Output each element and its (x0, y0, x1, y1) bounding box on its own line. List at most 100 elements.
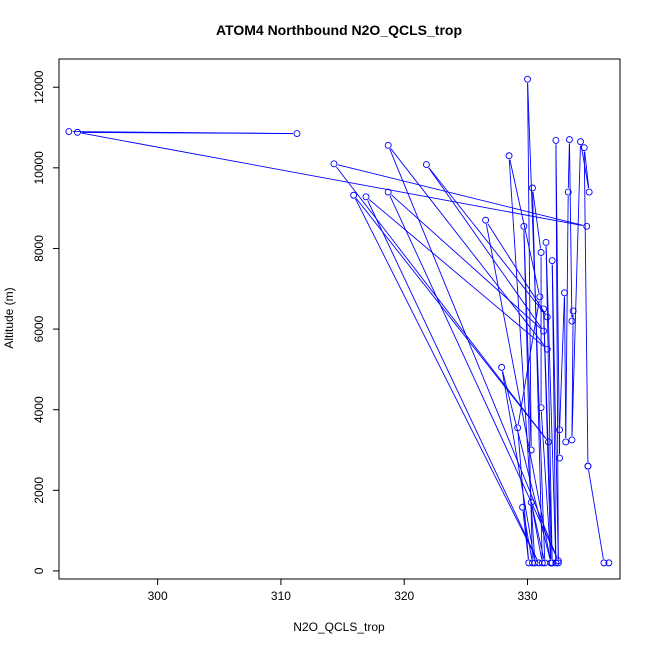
y-axis-label: Altitude (m) (2, 287, 16, 348)
y-tick-label: 8000 (32, 235, 46, 262)
data-point (384, 141, 392, 149)
data-point (568, 317, 576, 325)
data-point (498, 363, 506, 371)
data-point (554, 559, 562, 567)
data-point (384, 188, 392, 196)
data-point (577, 138, 584, 146)
y-axis: 0 2000 4000 6000 8000 10000 12000 (32, 70, 59, 574)
series-line-segment (545, 246, 557, 559)
series-line-segment (564, 296, 567, 438)
series-line-segment (389, 195, 558, 558)
series-line-segment (584, 151, 590, 189)
series-line-segment (368, 199, 545, 348)
y-tick-label: 0 (32, 567, 46, 574)
data-point (527, 446, 535, 454)
series-line-segment (367, 200, 538, 560)
series-line-segment (543, 312, 553, 559)
series-line-segment (583, 151, 589, 463)
data-point (520, 222, 528, 230)
series-line-segment (540, 411, 552, 559)
series-line-segment (522, 511, 529, 559)
series-line-segment (532, 191, 542, 249)
series-line-segment (551, 264, 559, 559)
data-point (600, 559, 608, 567)
data-point (537, 404, 545, 412)
data-point (362, 193, 370, 201)
series-line-segment (588, 470, 604, 560)
data-point (525, 559, 533, 567)
series-line-segment (545, 246, 553, 559)
data-point (538, 559, 546, 567)
data-point (552, 559, 560, 567)
data-point (422, 161, 430, 169)
x-tick-label: 320 (394, 589, 414, 603)
series-line-segment (81, 131, 293, 135)
data-point (565, 136, 573, 144)
y-tick-label: 6000 (32, 315, 46, 342)
series-line-segment (559, 296, 565, 426)
series-line-segment (355, 198, 547, 440)
x-tick-label: 310 (271, 589, 291, 603)
data-point (562, 438, 570, 446)
data-point (65, 128, 73, 136)
data-point (529, 559, 536, 567)
series-line-segment (523, 230, 532, 447)
series-line-segment (571, 314, 574, 436)
data-point (580, 144, 588, 152)
data-point (543, 313, 551, 321)
data-point (527, 498, 535, 506)
series-line-segment (531, 506, 543, 560)
series-line-segment (565, 196, 569, 438)
data-point (583, 222, 591, 230)
x-axis-label: N2O_QCLS_trop (293, 620, 385, 634)
data-point (524, 75, 531, 83)
data-point (350, 191, 358, 199)
data-point (536, 293, 544, 301)
series-line-segment (517, 431, 529, 559)
series-line-segment (337, 164, 583, 226)
data-point (542, 238, 550, 246)
data-point (529, 184, 536, 192)
data-point (585, 188, 593, 196)
data-point (561, 289, 568, 297)
y-tick-label: 10000 (32, 151, 46, 185)
data-point (556, 454, 564, 462)
series-line-segment (390, 194, 541, 329)
chart-title: ATOM4 Northbound N2O_QCLS_trop (216, 22, 462, 38)
series-line-segment (428, 167, 542, 329)
series-line-segment (389, 148, 558, 558)
series-line-segment (501, 371, 535, 560)
series-line-segment (502, 371, 551, 560)
series-line-segment (522, 511, 533, 560)
series-line-segment (81, 132, 583, 227)
data-point (564, 188, 572, 196)
series-line-segment (336, 166, 547, 440)
data-point (556, 426, 564, 434)
series-line-segment (355, 198, 538, 560)
series-line-segment (569, 143, 573, 318)
data-point (540, 305, 548, 313)
data-point (330, 160, 338, 168)
data-point (293, 130, 301, 138)
data-point (568, 436, 576, 444)
data-point (519, 503, 527, 511)
x-axis: 300 310 320 330 (148, 579, 538, 603)
data-point (514, 424, 522, 432)
y-tick-label: 12000 (32, 70, 46, 104)
data-point (545, 438, 552, 446)
series-line-segment (485, 224, 551, 560)
series-line-segment (532, 191, 543, 559)
y-tick-label: 2000 (32, 477, 46, 504)
data-point (74, 128, 81, 136)
plot-frame (58, 58, 621, 580)
data-point (537, 249, 545, 256)
data-point (552, 136, 560, 144)
data-point (548, 257, 556, 265)
data-point (540, 327, 548, 335)
x-tick-label: 330 (518, 589, 538, 603)
series-line-segment (555, 144, 560, 455)
data-point (605, 559, 613, 567)
series-group (65, 75, 613, 567)
data-point (505, 152, 513, 160)
